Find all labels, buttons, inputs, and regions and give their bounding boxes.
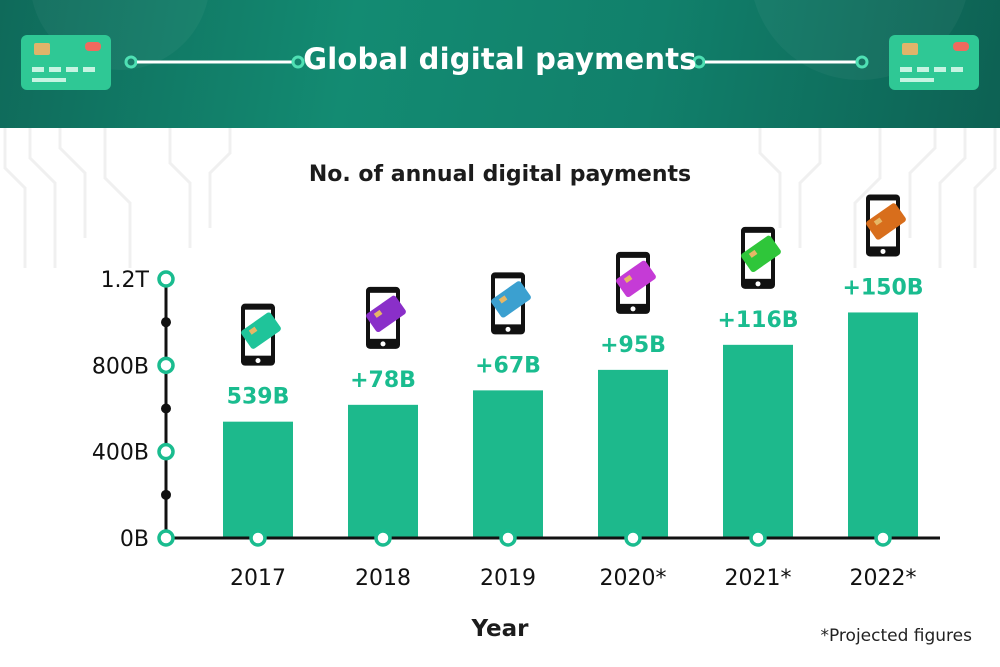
card-chip [748,249,758,258]
card-chip [373,309,383,318]
x-tick-marker [374,529,392,547]
payment-card-icon [241,312,281,349]
chart-title: No. of annual digital payments [308,162,692,187]
projected-footnote: *Projected figures [820,626,972,646]
y-tick-label: 800B [92,354,149,379]
banner-title: Global digital payments [303,42,697,76]
card-chip [873,217,883,226]
data-label: +67B [475,353,541,378]
y-tick-label: 1.2T [101,268,150,293]
x-tick-label: 2022* [850,566,917,591]
data-label: +95B [600,333,666,358]
x-tick-label: 2017 [230,566,286,591]
y-tick-label: 400B [92,441,149,466]
card-chip [248,326,258,335]
title-connector-right [692,55,869,69]
y-tick-marker [157,356,175,375]
bar [473,390,543,538]
bar [848,312,918,538]
data-label: +116B [717,308,798,333]
phone-home-button [880,248,886,254]
x-tick-marker [499,529,517,547]
circuit-background [3,128,997,268]
x-tick-marker [249,529,267,547]
data-label: 539B [227,385,290,410]
phone-home-button [630,306,636,312]
x-tick-marker [874,529,892,547]
x-tick-label: 2020* [600,566,667,591]
data-label: +78B [350,368,416,393]
payment-card-icon [616,260,656,298]
credit-card-icon [889,35,979,90]
bar [598,369,668,538]
bar [223,421,293,538]
bar [348,404,418,538]
x-tick-marker [624,529,642,547]
y-minor-tick-dot [161,489,171,500]
payment-card-icon [366,295,406,332]
credit-card-icon [21,35,111,90]
header-banner: Global digital payments [0,0,1000,128]
payment-card-icon [741,235,781,272]
y-minor-tick-dot [161,317,171,328]
phone-home-button [255,358,261,364]
banner-decoration [21,0,979,90]
title-connector-left [124,55,305,69]
payment-card-icon [866,203,906,240]
x-tick-label: 2019 [480,566,536,591]
x-tick-marker [749,529,767,547]
data-label: +150B [842,275,923,300]
y-tick-marker [157,442,175,461]
y-minor-tick-dot [161,403,171,414]
card-chip [498,295,508,304]
x-tick-label: 2018 [355,566,411,591]
y-tick-label: 0B [120,527,149,552]
card-chip [623,274,633,283]
phone-home-button [755,281,761,287]
y-tick-marker [157,529,175,547]
x-axis-title: Year [470,616,529,642]
bar [723,344,793,538]
payment-card-icon [491,281,531,318]
x-tick-label: 2021* [725,566,792,591]
phone-home-button [380,341,386,347]
phone-home-button [505,326,511,332]
y-tick-marker [157,270,175,288]
